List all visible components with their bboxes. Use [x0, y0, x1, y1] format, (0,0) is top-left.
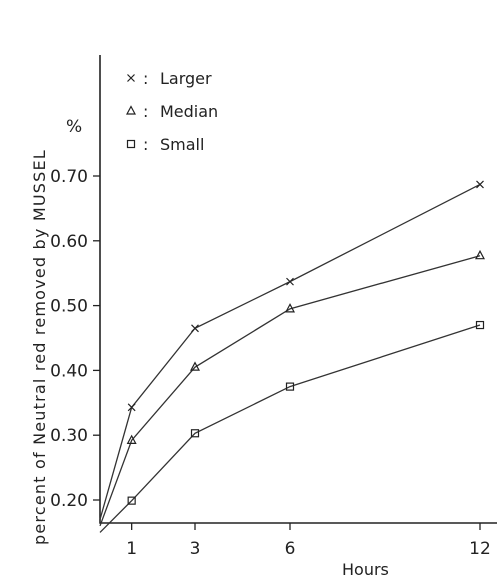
legend-separator: :	[143, 69, 148, 88]
marker-cross	[127, 74, 135, 82]
y-tick-label: 0.60	[50, 232, 88, 252]
y-tick-label: 0.30	[50, 426, 88, 446]
y-tick-label: 0.40	[50, 361, 88, 381]
axes	[99, 55, 497, 524]
series-line-larger	[99, 183, 481, 520]
marker-cross	[476, 180, 484, 189]
series-line-small	[99, 324, 481, 533]
marker-triangle	[475, 249, 485, 260]
marker-square	[475, 320, 485, 330]
marker-triangle	[190, 361, 200, 371]
x-tick-label: 6	[285, 539, 296, 559]
y-unit-label: %	[66, 117, 82, 137]
marker-triangle	[126, 105, 136, 115]
marker-cross	[286, 277, 294, 286]
legend-separator: :	[143, 135, 148, 154]
y-tick-label: 0.20	[50, 491, 88, 511]
y-tick-label: 0.50	[50, 297, 88, 317]
legend: : Larger: Median: Small	[126, 69, 218, 154]
marker-cross	[127, 403, 136, 412]
ticks: 1 3 6 12 0.20 0.30 0.40 0.50 0.60 0.70	[50, 167, 491, 559]
x-axis-label: Hours	[342, 560, 389, 579]
marker-square	[127, 496, 136, 505]
y-axis-label: percent of Neutral red removed by MUSSEL	[30, 149, 49, 545]
marker-square	[285, 382, 295, 391]
y-tick-label: 0.70	[50, 167, 88, 187]
legend-label: Larger	[160, 69, 212, 88]
series-group	[99, 180, 485, 533]
marker-square	[190, 429, 200, 438]
series-line-median	[99, 255, 481, 527]
legend-label: Median	[160, 102, 218, 121]
marker-square	[126, 139, 136, 149]
marker-triangle	[285, 303, 295, 313]
x-tick-label: 12	[469, 539, 491, 559]
legend-separator: :	[143, 102, 148, 121]
marker-cross	[191, 324, 199, 333]
x-tick-label: 1	[126, 539, 137, 559]
x-tick-label: 3	[190, 539, 201, 559]
marker-triangle	[126, 434, 137, 444]
legend-label: Small	[160, 135, 204, 154]
